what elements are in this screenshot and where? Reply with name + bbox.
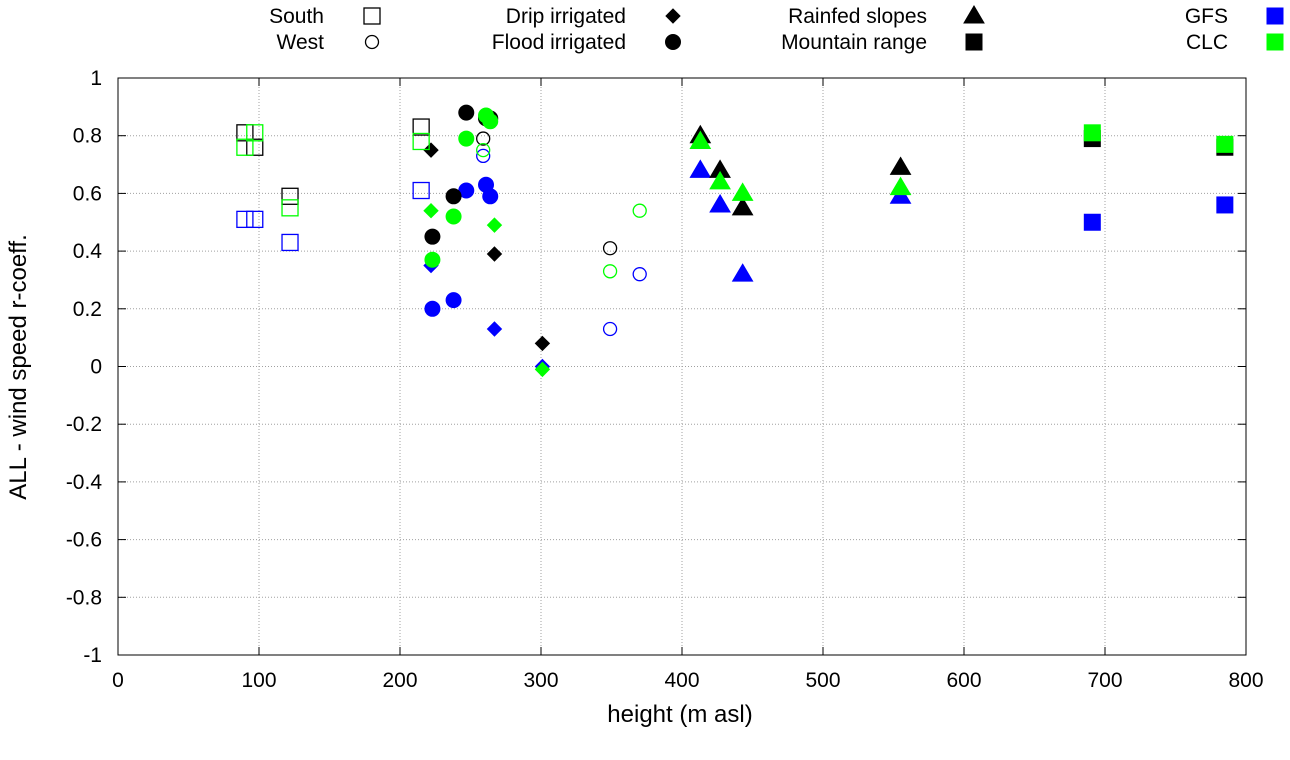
y-tick-label: -0.8 [66, 586, 102, 609]
point-west-clc [602, 264, 618, 279]
point-rainfed-slopes-gfs [709, 193, 731, 213]
point-mountain-range-clc [1083, 124, 1101, 142]
legend-marker-flood-irrigated [665, 34, 681, 50]
y-axis-label: ALL - wind speed r-coeff. [5, 234, 32, 499]
point-flood-irrigated-all [458, 104, 475, 121]
legend-marker-west [364, 34, 380, 50]
legend-label-gfs: GFS [1185, 5, 1228, 28]
point-rainfed-slopes-all [731, 196, 754, 216]
data-points [236, 104, 1234, 378]
point-west-clc [632, 203, 647, 218]
point-west-gfs [476, 148, 491, 164]
point-flood-irrigated-gfs [424, 300, 441, 317]
point-west-all [476, 131, 491, 146]
legend-label-clc: CLC [1186, 31, 1228, 54]
x-tick-label: 100 [241, 669, 276, 692]
x-tick-label: 700 [1087, 669, 1122, 692]
y-tick-label: 0 [90, 356, 102, 379]
legend: South West Drip irrigated Flood irrigated Ra… [269, 5, 1284, 54]
point-south-all [236, 124, 254, 142]
point-drip-irrigated-clc [423, 203, 439, 219]
y-tick-label: 0.6 [73, 182, 102, 205]
x-axis-label: height (m asl) [607, 701, 752, 728]
point-south-clc [236, 138, 254, 156]
y-tick-label: 0.2 [73, 298, 102, 321]
point-south-clc [246, 124, 264, 142]
x-tick-label: 400 [664, 669, 699, 692]
point-drip-irrigated-gfs [486, 321, 503, 337]
grid-lines [118, 78, 1246, 655]
legend-label-drip-irrigated: Drip irrigated [506, 5, 626, 28]
point-rainfed-slopes-clc [709, 170, 731, 190]
legend-label-west: West [277, 31, 325, 54]
point-south-gfs [246, 210, 264, 229]
legend-marker-clc [1266, 33, 1284, 51]
point-mountain-range-gfs [1216, 196, 1234, 214]
legend-marker-mountain-range [965, 33, 983, 51]
point-flood-irrigated-clc [445, 208, 462, 225]
point-flood-irrigated-gfs [445, 292, 462, 309]
point-mountain-range-clc [1216, 135, 1234, 153]
point-rainfed-slopes-gfs [731, 263, 754, 282]
point-rainfed-slopes-clc [889, 176, 912, 196]
point-flood-irrigated-all [445, 188, 462, 205]
point-drip-irrigated-clc [534, 361, 551, 378]
point-south-clc [281, 199, 299, 217]
legend-label-flood-irrigated: Flood irrigated [492, 31, 626, 54]
point-mountain-range-gfs [1083, 213, 1101, 231]
y-tick-label: 0.8 [73, 125, 102, 148]
point-west-gfs [602, 321, 618, 337]
axis-ticks: 0 100 200 300 400 500 600 700 800 -1 -0.8 -0.6 -0.4 -… [66, 67, 1264, 692]
point-rainfed-slopes-clc [731, 182, 754, 201]
legend-marker-rainfed-slopes [963, 5, 985, 24]
y-tick-label: -1 [83, 644, 102, 667]
point-rainfed-slopes-clc [689, 130, 712, 149]
point-flood-irrigated-clc [458, 130, 475, 147]
x-tick-label: 800 [1228, 669, 1263, 692]
y-tick-label: -0.4 [66, 471, 103, 494]
y-tick-label: 1 [90, 67, 102, 90]
point-rainfed-slopes-gfs [689, 159, 712, 178]
point-west-gfs [632, 267, 647, 282]
point-rainfed-slopes-all [889, 156, 912, 175]
x-tick-label: 200 [382, 669, 417, 692]
point-flood-irrigated-gfs [482, 188, 499, 205]
x-tick-label: 600 [946, 669, 981, 692]
point-flood-irrigated-clc [424, 251, 441, 268]
point-drip-irrigated-clc [486, 217, 503, 233]
point-flood-irrigated-clc [482, 113, 499, 130]
x-tick-label: 500 [805, 669, 840, 692]
legend-marker-south [363, 7, 381, 25]
point-south-gfs [281, 233, 299, 252]
point-south-all [246, 138, 264, 156]
point-south-clc [412, 132, 430, 151]
point-drip-irrigated-all [486, 246, 503, 262]
y-tick-label: -0.2 [66, 413, 102, 436]
y-tick-label: 0.4 [73, 240, 103, 263]
x-tick-label: 0 [112, 669, 124, 692]
point-west-clc [476, 142, 491, 158]
legend-label-rainfed-slopes: Rainfed slopes [788, 5, 927, 28]
legend-label-mountain-range: Mountain range [781, 31, 927, 54]
legend-label-south: South [269, 5, 324, 28]
point-drip-irrigated-all [423, 142, 439, 158]
point-south-all [412, 118, 430, 136]
legend-marker-gfs [1266, 7, 1284, 25]
point-drip-irrigated-all [534, 335, 551, 352]
legend-marker-drip-irrigated [665, 8, 681, 24]
point-south-gfs [236, 210, 254, 229]
point-south-all [281, 187, 299, 205]
point-west-all [602, 241, 618, 256]
point-flood-irrigated-all [424, 228, 441, 245]
y-tick-label: -0.6 [66, 529, 102, 552]
x-tick-label: 300 [523, 669, 558, 692]
point-south-gfs [412, 181, 430, 200]
